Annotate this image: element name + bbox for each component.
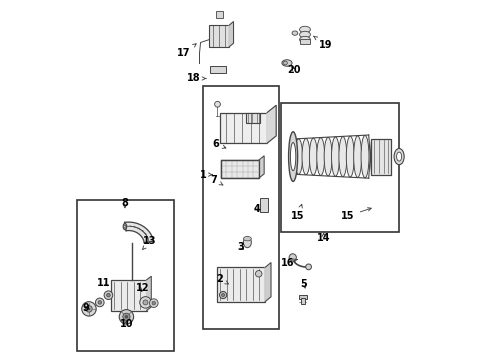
Ellipse shape <box>338 136 346 177</box>
Ellipse shape <box>243 237 251 248</box>
Text: 5: 5 <box>300 279 306 289</box>
Ellipse shape <box>290 143 295 171</box>
Ellipse shape <box>316 138 324 175</box>
Text: 12: 12 <box>136 283 149 293</box>
Ellipse shape <box>123 224 126 230</box>
Ellipse shape <box>299 31 310 38</box>
Ellipse shape <box>353 136 361 177</box>
Circle shape <box>106 293 110 297</box>
Ellipse shape <box>282 60 291 66</box>
Circle shape <box>104 291 113 300</box>
Text: 19: 19 <box>313 36 331 50</box>
Bar <box>260 198 268 212</box>
Ellipse shape <box>288 132 297 181</box>
Bar <box>210 66 225 73</box>
Text: 2: 2 <box>216 274 228 284</box>
Circle shape <box>288 254 296 261</box>
Ellipse shape <box>309 138 317 175</box>
Circle shape <box>81 302 96 316</box>
Circle shape <box>219 292 226 299</box>
Ellipse shape <box>283 61 287 65</box>
Circle shape <box>142 300 148 305</box>
Text: 16: 16 <box>281 258 297 268</box>
Polygon shape <box>266 105 276 143</box>
Bar <box>216 267 264 302</box>
Text: 13: 13 <box>142 236 157 249</box>
Text: 15: 15 <box>290 204 304 221</box>
Text: 4: 4 <box>253 204 260 214</box>
Polygon shape <box>146 276 151 310</box>
Polygon shape <box>124 222 153 243</box>
Circle shape <box>140 297 151 308</box>
Text: 15: 15 <box>341 208 370 221</box>
Bar <box>300 298 305 304</box>
Bar <box>110 280 146 310</box>
Bar <box>209 25 229 47</box>
Ellipse shape <box>302 139 309 175</box>
Text: 17: 17 <box>176 44 196 58</box>
Circle shape <box>214 101 220 107</box>
Bar <box>215 11 223 18</box>
Bar <box>221 160 258 178</box>
Bar <box>371 139 390 175</box>
Text: 6: 6 <box>212 139 225 149</box>
Circle shape <box>98 301 102 304</box>
Circle shape <box>88 308 90 310</box>
Bar <box>221 160 258 178</box>
Text: 3: 3 <box>237 242 244 252</box>
Circle shape <box>125 315 127 318</box>
Text: 7: 7 <box>210 175 223 185</box>
Bar <box>299 39 310 44</box>
Text: 11: 11 <box>97 278 110 288</box>
Circle shape <box>255 271 262 277</box>
Text: 10: 10 <box>120 319 133 329</box>
Ellipse shape <box>360 135 368 178</box>
Circle shape <box>95 298 104 307</box>
Ellipse shape <box>243 237 251 241</box>
Ellipse shape <box>291 31 297 35</box>
Ellipse shape <box>396 152 401 161</box>
Ellipse shape <box>294 139 302 174</box>
Ellipse shape <box>346 136 353 177</box>
Polygon shape <box>264 263 270 302</box>
Bar <box>77 200 174 351</box>
Bar <box>280 103 399 232</box>
Text: 20: 20 <box>287 65 300 75</box>
Text: 1: 1 <box>199 170 212 180</box>
Ellipse shape <box>299 36 310 43</box>
Bar <box>220 112 266 143</box>
Ellipse shape <box>324 137 331 176</box>
Polygon shape <box>258 156 264 178</box>
Bar <box>298 295 306 299</box>
Circle shape <box>122 313 130 320</box>
Polygon shape <box>229 22 233 47</box>
Ellipse shape <box>331 137 339 176</box>
Text: 9: 9 <box>82 303 89 313</box>
Circle shape <box>85 306 92 312</box>
Bar <box>245 112 260 122</box>
Text: 18: 18 <box>186 73 205 84</box>
Circle shape <box>149 299 158 307</box>
Circle shape <box>305 264 311 270</box>
Circle shape <box>152 301 155 305</box>
Ellipse shape <box>123 225 125 228</box>
Text: 8: 8 <box>122 198 128 208</box>
Ellipse shape <box>299 26 310 33</box>
Bar <box>203 86 278 329</box>
Text: 14: 14 <box>316 233 330 243</box>
Ellipse shape <box>393 149 404 165</box>
Circle shape <box>221 294 224 297</box>
Circle shape <box>119 310 133 324</box>
